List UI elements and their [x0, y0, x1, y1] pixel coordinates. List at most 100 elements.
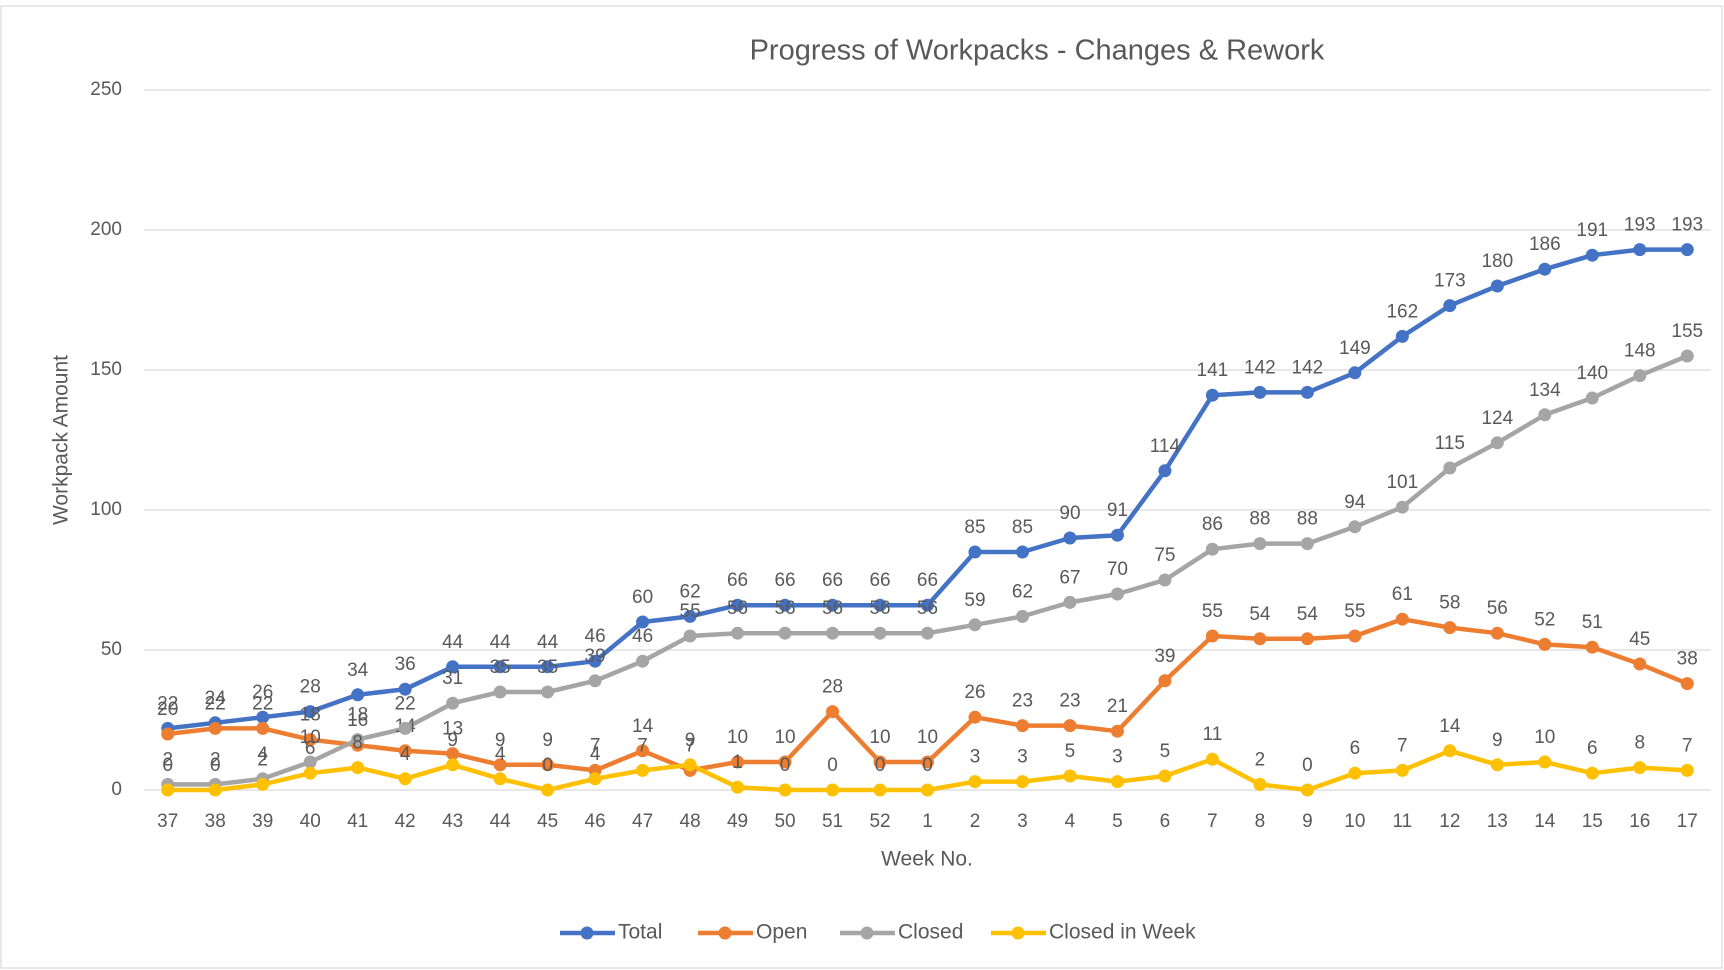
data-label: 22 [252, 693, 273, 714]
x-tick-label: 11 [1392, 811, 1412, 832]
data-point [1253, 385, 1267, 399]
legend-label: Closed [898, 921, 963, 944]
data-point [921, 755, 934, 769]
x-tick-label: 8 [1255, 811, 1266, 832]
data-label: 56 [822, 598, 843, 619]
data-label: 90 [1059, 503, 1080, 524]
data-label: 45 [1629, 629, 1650, 650]
data-point [1490, 279, 1504, 293]
x-tick-label: 9 [1302, 811, 1313, 832]
data-label: 46 [585, 626, 606, 647]
data-label: 28 [822, 677, 843, 698]
data-point [493, 772, 507, 786]
data-point [303, 755, 317, 769]
x-tick-label: 40 [300, 811, 321, 832]
data-point [1300, 632, 1314, 646]
data-label: 22 [395, 693, 416, 714]
data-label: 56 [727, 598, 748, 619]
data-point [778, 755, 792, 769]
chart-title: Progress of Workpacks - Changes & Rework [750, 35, 1325, 67]
data-label: 4 [495, 744, 506, 765]
data-point [1490, 758, 1504, 772]
data-point [1443, 621, 1457, 635]
data-label: 7 [1682, 735, 1693, 756]
data-point [1205, 388, 1219, 402]
data-point [1633, 657, 1647, 671]
data-label: 4 [257, 744, 268, 765]
legend-label: Closed in Week [1049, 921, 1196, 944]
data-label: 66 [774, 570, 795, 591]
chart-frame [0, 5, 1723, 969]
data-point [1063, 531, 1077, 545]
data-label: 142 [1244, 357, 1276, 378]
data-point [1015, 775, 1029, 789]
data-point [1395, 763, 1409, 777]
data-label: 39 [585, 646, 606, 667]
x-tick-label: 38 [205, 811, 226, 832]
data-point [1585, 248, 1599, 262]
data-label: 7 [590, 735, 601, 756]
x-tick-label: 50 [774, 811, 795, 832]
data-point [1253, 632, 1267, 646]
data-point [968, 545, 982, 559]
data-label: 5 [1160, 741, 1171, 762]
data-point [1538, 408, 1552, 422]
data-label: 155 [1671, 321, 1703, 342]
data-point [446, 758, 460, 772]
data-label: 55 [1344, 601, 1365, 622]
data-label: 54 [1249, 604, 1271, 625]
data-label: 16 [347, 710, 368, 731]
data-point [1158, 674, 1172, 688]
x-tick-label: 44 [490, 811, 512, 832]
x-tick-label: 52 [869, 811, 890, 832]
data-label: 56 [774, 598, 795, 619]
data-point [731, 626, 745, 640]
data-label: 94 [1344, 492, 1366, 513]
data-label: 7 [685, 735, 696, 756]
data-point [826, 705, 840, 719]
y-tick-label: 200 [90, 219, 122, 240]
x-tick-label: 51 [822, 811, 843, 832]
data-label: 66 [727, 570, 748, 591]
data-point [303, 705, 317, 719]
data-label: 9 [495, 730, 506, 751]
x-tick-label: 4 [1065, 811, 1076, 832]
data-label: 10 [727, 727, 748, 748]
x-tick-label: 13 [1487, 811, 1508, 832]
data-label: 6 [1587, 738, 1598, 759]
data-point [1348, 766, 1362, 780]
data-point [731, 598, 745, 612]
data-point [1253, 537, 1267, 551]
data-label: 180 [1481, 251, 1513, 272]
data-label: 8 [1634, 733, 1645, 754]
data-label: 7 [637, 735, 648, 756]
data-point [921, 783, 934, 797]
data-point [541, 783, 555, 797]
data-label: 0 [827, 755, 838, 776]
data-label: 14 [1439, 716, 1461, 737]
data-point [541, 660, 555, 674]
y-tick-label: 50 [101, 639, 122, 660]
data-label: 44 [490, 632, 512, 653]
data-point [1110, 587, 1124, 601]
data-point [1015, 545, 1029, 559]
data-point [826, 626, 840, 640]
data-point [256, 777, 270, 791]
data-label: 9 [542, 730, 553, 751]
legend-marker [580, 926, 594, 940]
data-point [683, 609, 697, 623]
data-label: 10 [1534, 727, 1555, 748]
data-label: 8 [352, 733, 363, 754]
data-label: 85 [1012, 517, 1033, 538]
data-label: 88 [1249, 509, 1270, 530]
x-tick-label: 46 [585, 811, 606, 832]
data-point [1395, 612, 1409, 626]
data-label: 2 [257, 749, 268, 770]
data-point [1110, 724, 1124, 738]
legend-label: Open [756, 921, 807, 944]
data-label: 4 [400, 744, 411, 765]
data-point [493, 660, 507, 674]
data-label: 86 [1202, 514, 1223, 535]
data-label: 0 [1302, 755, 1313, 776]
data-label: 24 [205, 688, 227, 709]
